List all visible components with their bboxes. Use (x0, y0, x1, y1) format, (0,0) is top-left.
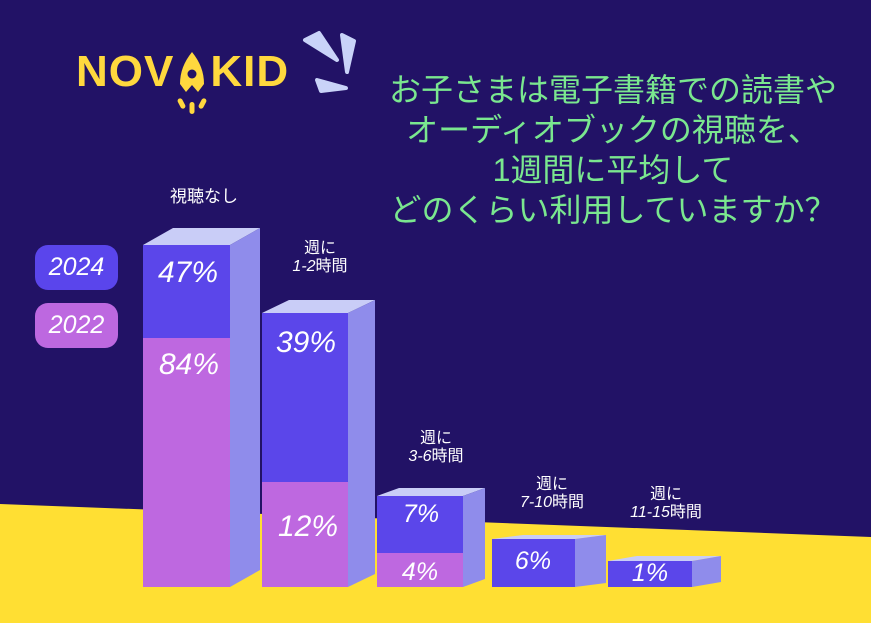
legend-badge-2024: 2024 (35, 245, 118, 290)
novakid-logo: NOV KID (76, 50, 289, 118)
bar-side-face (575, 535, 606, 587)
legend-badge-2022: 2022 (35, 303, 118, 348)
value-label-2024: 7% (402, 500, 440, 528)
bar-category-label: 週に 11-15時間 (630, 486, 702, 521)
title-line-2: オーディオブックの視聴を、 (406, 112, 820, 148)
bar-top-face (492, 535, 606, 539)
bar-segment-2022 (377, 553, 463, 587)
value-label-2024: 39% (275, 326, 337, 359)
bar-segment-2024 (608, 561, 692, 587)
bar-top-face (608, 556, 721, 561)
bar-segment-2024 (262, 313, 348, 482)
bar-category-label: 週に 7-10時間 (519, 476, 585, 511)
title-line-3: 1週間に平均して (492, 152, 734, 188)
value-label-2024: 47% (157, 256, 219, 289)
bar-front-face (262, 313, 348, 587)
value-label-2024: 6% (514, 547, 552, 575)
bar-side-face (230, 228, 260, 587)
value-label-2022: 84% (158, 348, 220, 381)
legend-label-2024: 2024 (48, 253, 105, 281)
value-label-2022: 12% (277, 510, 339, 543)
bar-front-face (143, 245, 230, 587)
bar-front-face (492, 539, 575, 587)
bar-segment-2024 (492, 539, 575, 587)
bar-segment-2022 (262, 482, 348, 587)
bar-top-face (377, 488, 485, 496)
bar-front-face (608, 561, 692, 587)
bar-front-face (377, 496, 463, 587)
bar-segment-2022 (143, 338, 230, 587)
bar-top-face (143, 228, 260, 245)
title-line-4: どのくらい利用していますか？ (389, 192, 837, 228)
bar-category-label: 週に 1-2時間 (292, 240, 348, 275)
bar-top-face (262, 300, 375, 313)
bar-side-face (348, 300, 375, 587)
value-label-2024: 1% (631, 559, 669, 587)
value-label-2022: 4% (401, 558, 439, 586)
bar-segment-2024 (377, 496, 463, 553)
sparkle-burst-icon (303, 31, 356, 93)
logo-text-right: KID (210, 47, 290, 96)
legend-label-2022: 2022 (48, 311, 105, 339)
bar-category-label: 視聴なし (170, 187, 238, 206)
title-line-1: お子さまは電子書籍での読書や (388, 72, 837, 108)
rocket-icon (177, 52, 207, 114)
bar-side-face (692, 556, 721, 587)
bar-segment-2024 (143, 245, 230, 338)
bar-side-face (463, 488, 485, 587)
chart-title: お子さまは電子書籍での読書や オーディオブックの視聴を、 1週間に平均して どの… (355, 70, 871, 230)
logo-text-left: NOV (76, 47, 175, 96)
bar-category-label: 週に 3-6時間 (408, 430, 464, 465)
